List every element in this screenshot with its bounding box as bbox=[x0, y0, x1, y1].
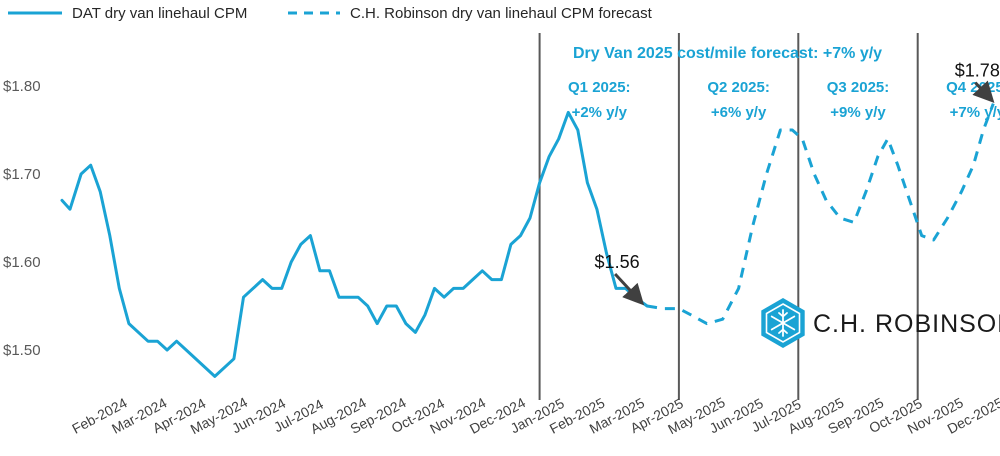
y-axis-ticks: $1.50 $1.60 $1.70 $1.80 bbox=[3, 78, 41, 359]
quarter-annotation-value: +6% y/y bbox=[711, 104, 767, 121]
legend: DAT dry van linehaul CPM C.H. Robinson d… bbox=[8, 5, 653, 22]
series-group bbox=[60, 103, 995, 378]
quarter-annotations: Q1 2025: +2% y/y Q2 2025: +6% y/y Q3 2025: +9… bbox=[568, 79, 1000, 121]
x-axis-ticks: Feb-2024Mar-2024Apr-2024May-2024Jun-2024… bbox=[69, 394, 1000, 437]
legend-actual-label: DAT dry van linehaul CPM bbox=[72, 5, 247, 22]
quarter-annotation-value: +7% y/y bbox=[950, 104, 1000, 121]
price-callouts: $1.56 $1.78 bbox=[595, 61, 1000, 306]
price-callout-label: $1.78 bbox=[955, 61, 1000, 81]
quarter-annotation-value: +9% y/y bbox=[830, 104, 886, 121]
quarter-annotation-label: Q3 2025: bbox=[827, 79, 890, 96]
y-tick-label: $1.60 bbox=[3, 254, 41, 271]
y-tick-label: $1.70 bbox=[3, 166, 41, 183]
quarter-annotation-label: Q2 2025: bbox=[707, 79, 770, 96]
chart-title: Dry Van 2025 cost/mile forecast: +7% y/y bbox=[573, 45, 882, 62]
y-tick-label: $1.50 bbox=[3, 342, 41, 359]
callout-arrow bbox=[613, 272, 645, 306]
price-callout-label: $1.56 bbox=[595, 252, 640, 272]
hexagon-snowflake-icon bbox=[761, 298, 805, 348]
forecast-cpm-line bbox=[646, 103, 995, 326]
logo-text: C.H. ROBINSON bbox=[813, 310, 1000, 338]
y-tick-label: $1.80 bbox=[3, 78, 41, 95]
quarter-annotation-label: Q1 2025: bbox=[568, 79, 631, 96]
legend-forecast-label: C.H. Robinson dry van linehaul CPM forec… bbox=[350, 5, 653, 22]
callout-arrow bbox=[972, 80, 995, 103]
quarter-annotation-value: +2% y/y bbox=[572, 104, 628, 121]
ch-robinson-logo: C.H. ROBINSON bbox=[761, 298, 1000, 348]
actual-cpm-line bbox=[60, 110, 649, 378]
quarter-annotation-label: Q4 2025: bbox=[946, 79, 1000, 96]
